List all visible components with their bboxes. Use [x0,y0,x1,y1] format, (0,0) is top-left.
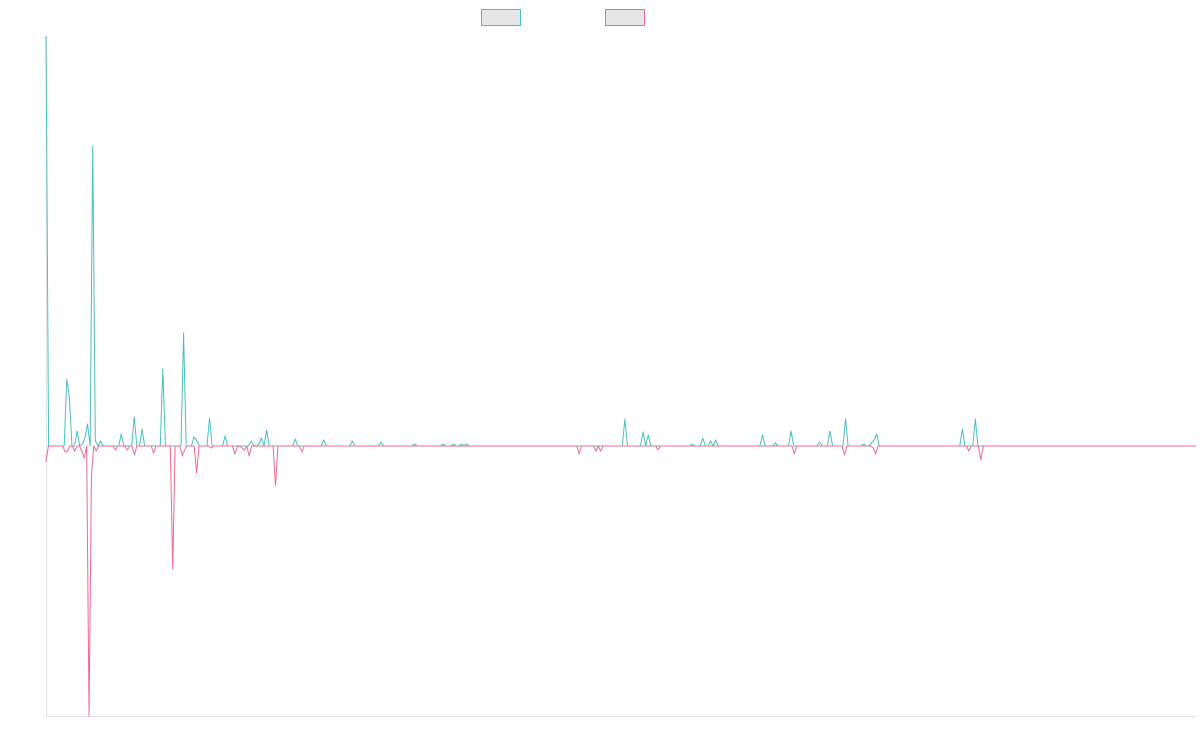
legend [481,9,645,26]
legend-swatch-2[interactable] [605,9,645,26]
series-line-1 [45,35,1196,447]
legend-swatch-1[interactable] [481,9,521,26]
series-layer [45,35,1196,717]
series-line-2 [45,445,1196,717]
